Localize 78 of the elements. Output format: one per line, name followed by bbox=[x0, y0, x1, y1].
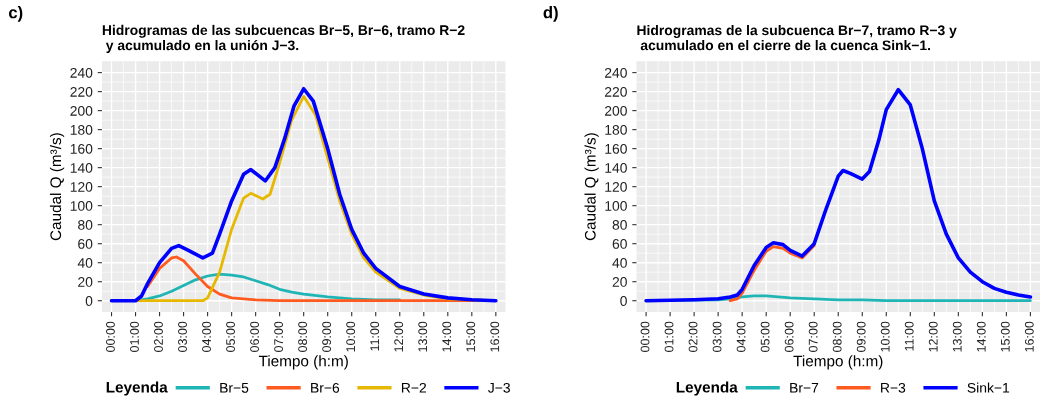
text: c) bbox=[8, 6, 23, 22]
x-tick-label: 12:00 bbox=[928, 321, 938, 352]
text: d) bbox=[543, 6, 558, 22]
y-tick-label: 20 bbox=[612, 277, 627, 287]
y-tick-label: 0 bbox=[620, 296, 627, 306]
y-tick-label: 240 bbox=[604, 67, 627, 78]
x-tick-label: 13:00 bbox=[418, 321, 428, 352]
legend-label: Sink−1 bbox=[967, 382, 1010, 393]
y-tick-label: 40 bbox=[612, 258, 627, 268]
x-tick-label: 02:00 bbox=[688, 321, 698, 352]
chart-title: Hidrogramas de las subcuencas Br−5, Br−6, tramo R−2 y acumulado en la unión J−3. bbox=[102, 24, 465, 53]
x-tick-label: 14:00 bbox=[442, 321, 452, 352]
x-tick-label: 13:00 bbox=[952, 321, 962, 352]
chart-title: Hidrogramas de la subcuenca Br−7, tramo R−3 y acumulado en el cierre de la cuenca Sink−1. bbox=[637, 25, 957, 51]
y-tick-label: 240 bbox=[70, 67, 93, 78]
y-tick-label: 100 bbox=[70, 201, 93, 211]
legend-label: R−2 bbox=[401, 382, 426, 393]
y-tick-label: 20 bbox=[78, 277, 93, 287]
x-tick-label: 03:00 bbox=[712, 321, 722, 352]
x-tick-label: 15:00 bbox=[1000, 321, 1010, 352]
y-axis-title: Caudal Q (m³/s) bbox=[584, 133, 599, 241]
x-axis-title: Tiempo (h:m) bbox=[793, 355, 883, 370]
legend-label: Br−7 bbox=[790, 383, 819, 393]
y-tick-label: 80 bbox=[612, 220, 627, 230]
x-tick-label: 00:00 bbox=[640, 321, 650, 352]
x-tick-label: 08:00 bbox=[298, 321, 308, 352]
y-tick-label: 160 bbox=[605, 143, 627, 154]
x-tick-label: 09:00 bbox=[856, 321, 866, 352]
x-tick-label: 05:00 bbox=[760, 321, 770, 352]
y-tick-label: 40 bbox=[77, 258, 93, 268]
x-tick-label: 09:00 bbox=[322, 321, 332, 352]
y-tick-label: 60 bbox=[78, 239, 93, 249]
x-tick-label: 10:00 bbox=[346, 321, 356, 352]
x-tick-label: 03:00 bbox=[178, 321, 187, 352]
x-tick-label: 07:00 bbox=[274, 321, 284, 352]
y-tick-label: 100 bbox=[605, 201, 627, 211]
x-tick-label: 07:00 bbox=[808, 321, 818, 352]
x-tick-label: 16:00 bbox=[490, 321, 500, 352]
x-tick-label: 06:00 bbox=[250, 321, 259, 352]
legend-title: Leyenda bbox=[676, 381, 738, 396]
y-tick-label: 200 bbox=[70, 105, 93, 116]
x-tick-label: 11:00 bbox=[370, 321, 380, 351]
x-tick-label: 08:00 bbox=[832, 321, 842, 352]
x-tick-label: 14:00 bbox=[976, 321, 986, 352]
x-tick-label: 04:00 bbox=[202, 321, 211, 352]
x-tick-label: 12:00 bbox=[394, 321, 404, 352]
x-tick-label: 01:00 bbox=[664, 321, 674, 352]
y-tick-label: 120 bbox=[605, 181, 627, 192]
x-tick-label: 10:00 bbox=[880, 321, 890, 352]
x-tick-label: 04:00 bbox=[736, 321, 746, 352]
legend-label: Br−5 bbox=[220, 383, 249, 393]
y-tick-label: 60 bbox=[612, 239, 627, 249]
y-tick-label: 160 bbox=[70, 143, 93, 154]
y-tick-label: 220 bbox=[604, 86, 627, 97]
y-tick-label: 200 bbox=[604, 105, 627, 116]
y-tick-label: 0 bbox=[85, 296, 93, 306]
y-tick-label: 140 bbox=[70, 162, 93, 173]
y-tick-label: 120 bbox=[70, 181, 93, 192]
x-axis-title: Tiempo (h:m) bbox=[258, 355, 348, 370]
x-tick-label: 11:00 bbox=[904, 321, 914, 351]
y-tick-label: 220 bbox=[70, 86, 93, 97]
x-tick-label: 15:00 bbox=[466, 321, 476, 352]
y-tick-label: 80 bbox=[78, 220, 93, 230]
x-tick-label: 16:00 bbox=[1024, 321, 1034, 352]
y-axis-title: Caudal Q (m³/s) bbox=[49, 133, 65, 241]
y-tick-label: 180 bbox=[605, 124, 627, 135]
y-tick-label: 140 bbox=[605, 162, 627, 173]
legend-label: Br−6 bbox=[311, 382, 340, 393]
line-series bbox=[644, 87, 1033, 303]
y-tick-label: 180 bbox=[70, 124, 93, 135]
x-tick-label: 00:00 bbox=[106, 321, 115, 352]
x-tick-label: 02:00 bbox=[154, 321, 163, 352]
x-tick-label: 01:00 bbox=[130, 321, 139, 352]
legend-label: R−3 bbox=[881, 382, 906, 393]
x-tick-label: 05:00 bbox=[226, 321, 235, 352]
legend-title: Leyenda bbox=[106, 381, 168, 396]
legend-label: J−3 bbox=[488, 382, 510, 393]
x-tick-label: 06:00 bbox=[784, 321, 794, 352]
